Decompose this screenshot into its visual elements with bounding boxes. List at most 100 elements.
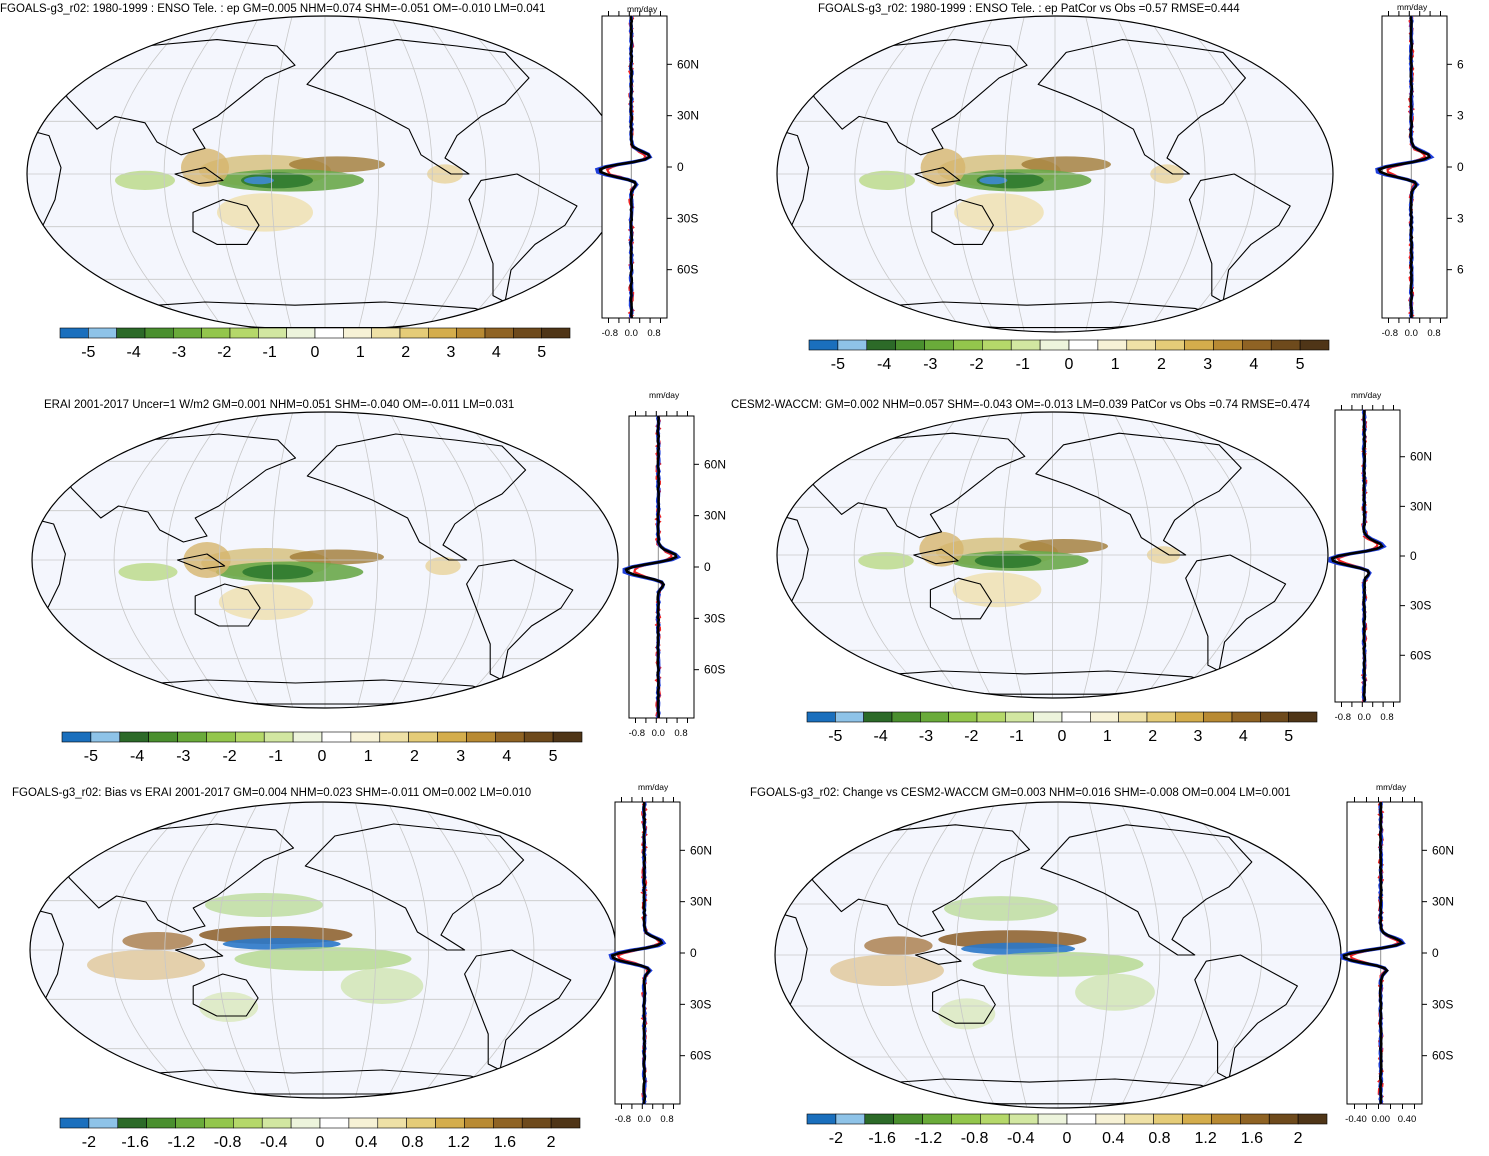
colorbar-bin bbox=[1240, 1113, 1270, 1125]
coastline bbox=[914, 948, 962, 965]
latitude-label: 30S bbox=[677, 211, 698, 225]
x-tick-label: 0.0 bbox=[638, 1114, 651, 1125]
latitude-label: 30S bbox=[690, 997, 711, 1011]
x-tick-label: 0.0 bbox=[652, 728, 665, 739]
precip-anomaly-region bbox=[118, 563, 178, 581]
unit-label: mm/day bbox=[1376, 782, 1407, 792]
latitude-label: 0 bbox=[704, 560, 711, 574]
panel-title: FGOALS-g3_r02: Bias vs ERAI 2001-2017 GM… bbox=[12, 787, 532, 799]
latitude-label: 0 bbox=[1432, 946, 1439, 960]
coastline bbox=[913, 548, 959, 565]
colorbar-bin bbox=[263, 731, 294, 743]
precip-anomaly-region bbox=[1021, 156, 1111, 173]
coastline bbox=[1040, 824, 1253, 956]
coastline bbox=[304, 823, 525, 951]
precip-anomaly-region bbox=[859, 170, 915, 190]
colorbar-bin bbox=[1175, 711, 1204, 723]
world-map bbox=[26, 15, 624, 333]
x-tick-label: 0.0 bbox=[1405, 328, 1418, 339]
colorbar-label: 4 bbox=[492, 344, 501, 361]
colorbar-bin bbox=[90, 731, 121, 743]
colorbar-label: 2 bbox=[547, 1134, 556, 1151]
colorbar-bin bbox=[286, 327, 316, 339]
colorbar-bin bbox=[1005, 711, 1034, 723]
colorbar-bin bbox=[1297, 1113, 1328, 1125]
colorbar-label: -2 bbox=[964, 728, 978, 745]
colorbar-bin bbox=[895, 339, 925, 351]
precip-anomaly-region bbox=[858, 552, 914, 570]
colorbar-bin bbox=[495, 731, 525, 743]
colorbar-label: 0.4 bbox=[1102, 1130, 1124, 1147]
panel-change-vs-cesm2: FGOALS-g3_r02: Change vs CESM2-WACCM GM=… bbox=[745, 780, 1489, 1150]
precip-anomaly-region bbox=[954, 193, 1044, 232]
colorbar-bin bbox=[1213, 339, 1243, 351]
colorbar-label: 0 bbox=[318, 748, 327, 765]
colorbar-bin bbox=[1203, 711, 1233, 723]
colorbar-bin bbox=[59, 1117, 90, 1129]
latitude-label: 30S bbox=[1410, 599, 1431, 613]
colorbar-bin bbox=[1033, 711, 1063, 723]
colorbar-bin bbox=[1211, 1113, 1241, 1125]
colorbar-bin bbox=[835, 1113, 866, 1125]
x-tick-label: 0.00 bbox=[1372, 1114, 1391, 1125]
precip-anomaly-region bbox=[242, 564, 314, 580]
colorbar-bin bbox=[206, 731, 236, 743]
colorbar-bin bbox=[435, 1117, 465, 1129]
colorbar-bin bbox=[1299, 339, 1330, 351]
colorbar-bin bbox=[290, 1117, 321, 1129]
colorbar-bin bbox=[1155, 339, 1185, 351]
colorbar-bin bbox=[523, 731, 554, 743]
x-tick-label: -0.40 bbox=[1345, 1114, 1367, 1125]
world-map bbox=[29, 801, 617, 1099]
colorbar-bin bbox=[922, 1113, 952, 1125]
world-map bbox=[31, 411, 619, 709]
precip-anomaly-region bbox=[1019, 539, 1108, 554]
colorbar-bin bbox=[1095, 1113, 1126, 1125]
map-content bbox=[32, 412, 618, 708]
model-curve bbox=[598, 15, 652, 319]
colorbar-bin bbox=[866, 339, 896, 351]
colorbar-bin bbox=[1182, 1113, 1212, 1125]
colorbar-bin bbox=[863, 711, 893, 723]
colorbar-label: -0.8 bbox=[214, 1134, 242, 1151]
colorbar-label: 2 bbox=[1157, 356, 1166, 373]
colorbar: -5 -4 -3 -2 -1 0 1 2 3 4 5 bbox=[806, 711, 1318, 745]
colorbar-bin bbox=[1126, 339, 1156, 351]
coastline bbox=[306, 433, 527, 561]
colorbar-bin bbox=[235, 731, 265, 743]
colorbar-bin bbox=[552, 731, 583, 743]
colorbar-bin bbox=[1039, 339, 1070, 351]
colorbar-bin bbox=[177, 731, 207, 743]
panel-title: CESM2-WACCM: GM=0.002 NHM=0.057 SHM=-0.0… bbox=[731, 399, 1310, 411]
panel-model-enso-patcor: FGOALS-g3_r02: 1980-1999 : ENSO Tele. : … bbox=[745, 0, 1489, 380]
colorbar-bin bbox=[148, 731, 178, 743]
colorbar-label: 0.4 bbox=[355, 1134, 377, 1151]
precip-anomaly-region bbox=[218, 584, 314, 620]
latitude-label: 60N bbox=[1432, 843, 1454, 857]
coastline bbox=[64, 433, 297, 543]
colorbar-bin bbox=[201, 327, 231, 339]
model-curve bbox=[624, 415, 678, 719]
latitude-label: 6 bbox=[1457, 263, 1464, 277]
colorbar-label: 4 bbox=[1249, 356, 1258, 373]
colorbar-bin bbox=[428, 327, 457, 339]
coastline bbox=[30, 907, 64, 999]
colorbar: -2 -1.6 -1.2 -0.8 -0.4 0 0.4 0.8 1.2 1.6 2 bbox=[806, 1113, 1328, 1147]
colorbar-bin bbox=[377, 1117, 407, 1129]
colorbar: -5 -4 -3 -2 -1 0 1 2 3 4 5 bbox=[808, 339, 1330, 373]
unit-label: mm/day bbox=[1351, 390, 1382, 400]
colorbar-bin bbox=[837, 339, 868, 351]
x-tick-label: 0.8 bbox=[1427, 328, 1440, 339]
precip-anomaly-region bbox=[944, 896, 1058, 921]
latitude-label: 30N bbox=[1432, 895, 1454, 909]
latitude-label: 30N bbox=[704, 509, 726, 523]
unit-label: mm/day bbox=[638, 782, 669, 792]
precip-anomaly-region bbox=[87, 950, 205, 980]
x-tick-label: 0.8 bbox=[647, 328, 660, 339]
latitude-label: 60S bbox=[1410, 648, 1431, 662]
colorbar-label: -5 bbox=[831, 356, 845, 373]
latitude-label: 30N bbox=[690, 895, 712, 909]
colorbar-label: 0 bbox=[316, 1134, 325, 1151]
latitude-label: 30N bbox=[1410, 499, 1432, 513]
colorbar-bin bbox=[117, 1117, 147, 1129]
